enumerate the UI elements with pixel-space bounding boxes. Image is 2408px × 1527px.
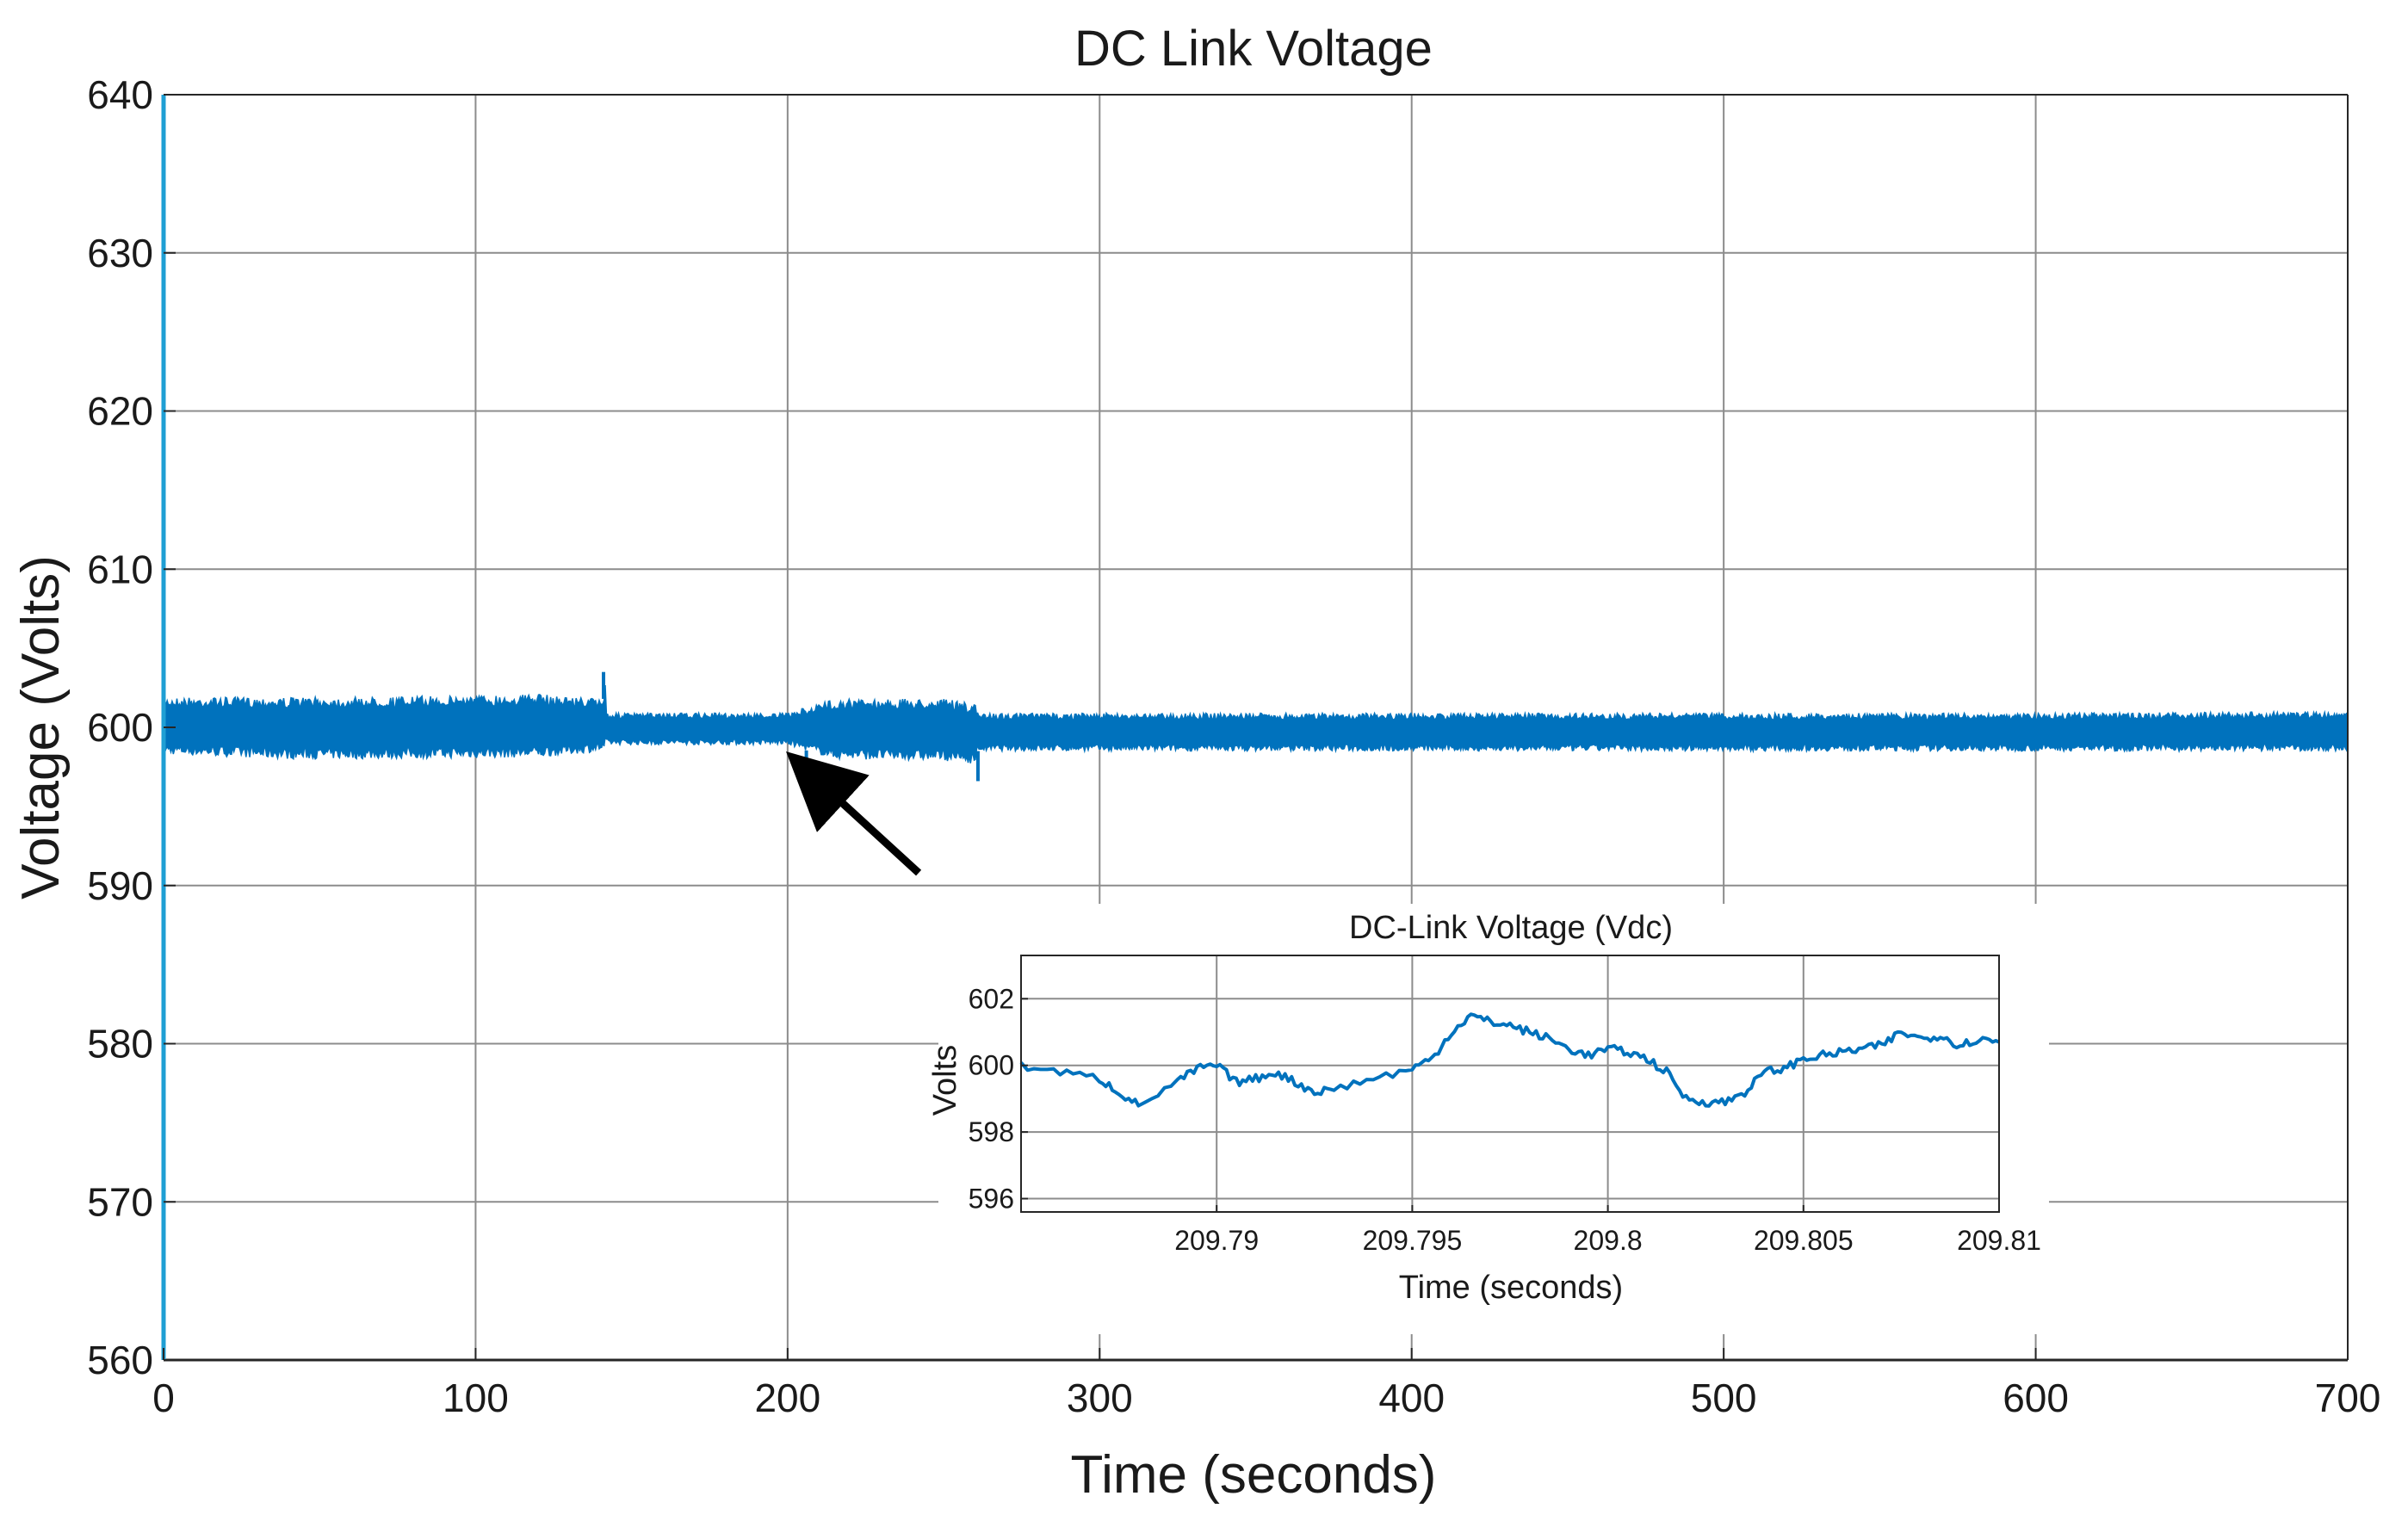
inset-axes-frame — [1020, 955, 2000, 1213]
x-tick-label: 200 — [754, 1376, 820, 1420]
y-tick-label: 570 — [87, 1179, 153, 1224]
inset-y-tick-label: 598 — [969, 1116, 1014, 1147]
y-axis-label: Voltage (Volts) — [11, 555, 71, 900]
inset-title: DC-Link Voltage (Vdc) — [1349, 910, 1673, 946]
inset-x-tick-label: 209.79 — [1174, 1225, 1259, 1256]
inset-zoom-plot: 209.79 209.795 209.8 209.805 209.81 596 598 600… — [927, 904, 2049, 1334]
y-tick-label: 610 — [87, 547, 153, 591]
x-tick-label: 0 — [152, 1376, 175, 1420]
x-axis-label: Time (seconds) — [1071, 1445, 1437, 1505]
inset-x-axis-label: Time (seconds) — [1399, 1270, 1623, 1306]
annotation-arrow — [785, 751, 922, 876]
x-tick-label: 600 — [2003, 1376, 2069, 1420]
y-tick-label: 590 — [87, 863, 153, 908]
inset-x-tick-label: 209.795 — [1363, 1225, 1463, 1256]
inset-y-tick-label: 602 — [969, 983, 1014, 1014]
y-tick-label: 630 — [87, 231, 153, 275]
main-tick-labels: 0 100 200 300 400 500 600 700 560 570 580 590 600 610… — [87, 72, 2380, 1420]
x-tick-label: 500 — [1691, 1376, 1757, 1420]
inset-y-tick-label: 596 — [969, 1184, 1014, 1215]
y-tick-label: 580 — [87, 1022, 153, 1066]
x-tick-label: 700 — [2315, 1376, 2381, 1420]
voltage-band — [163, 684, 2349, 764]
x-tick-label: 100 — [443, 1376, 509, 1420]
voltage-trace — [163, 671, 2349, 782]
inset-voltage-line — [1019, 1012, 2000, 1108]
y-tick-label: 560 — [87, 1338, 153, 1382]
inset-tick-labels: 209.79 209.795 209.8 209.805 209.81 596 598 600… — [969, 983, 2041, 1256]
inset-x-tick-label: 209.8 — [1574, 1225, 1643, 1256]
inset-x-tick-label: 209.805 — [1754, 1225, 1854, 1256]
y-tick-label: 600 — [87, 705, 153, 750]
inset-y-tick-label: 600 — [969, 1050, 1014, 1081]
x-tick-label: 300 — [1067, 1376, 1133, 1420]
x-tick-label: 400 — [1378, 1376, 1445, 1420]
inset-background — [938, 904, 2049, 1334]
y-tick-label: 640 — [87, 72, 153, 117]
chart-title: DC Link Voltage — [1074, 21, 1433, 77]
inset-x-tick-label: 209.81 — [1957, 1225, 2041, 1256]
y-tick-label: 620 — [87, 389, 153, 434]
inset-grid — [1021, 955, 1999, 1212]
inset-y-axis-label: Volts — [927, 1045, 963, 1116]
